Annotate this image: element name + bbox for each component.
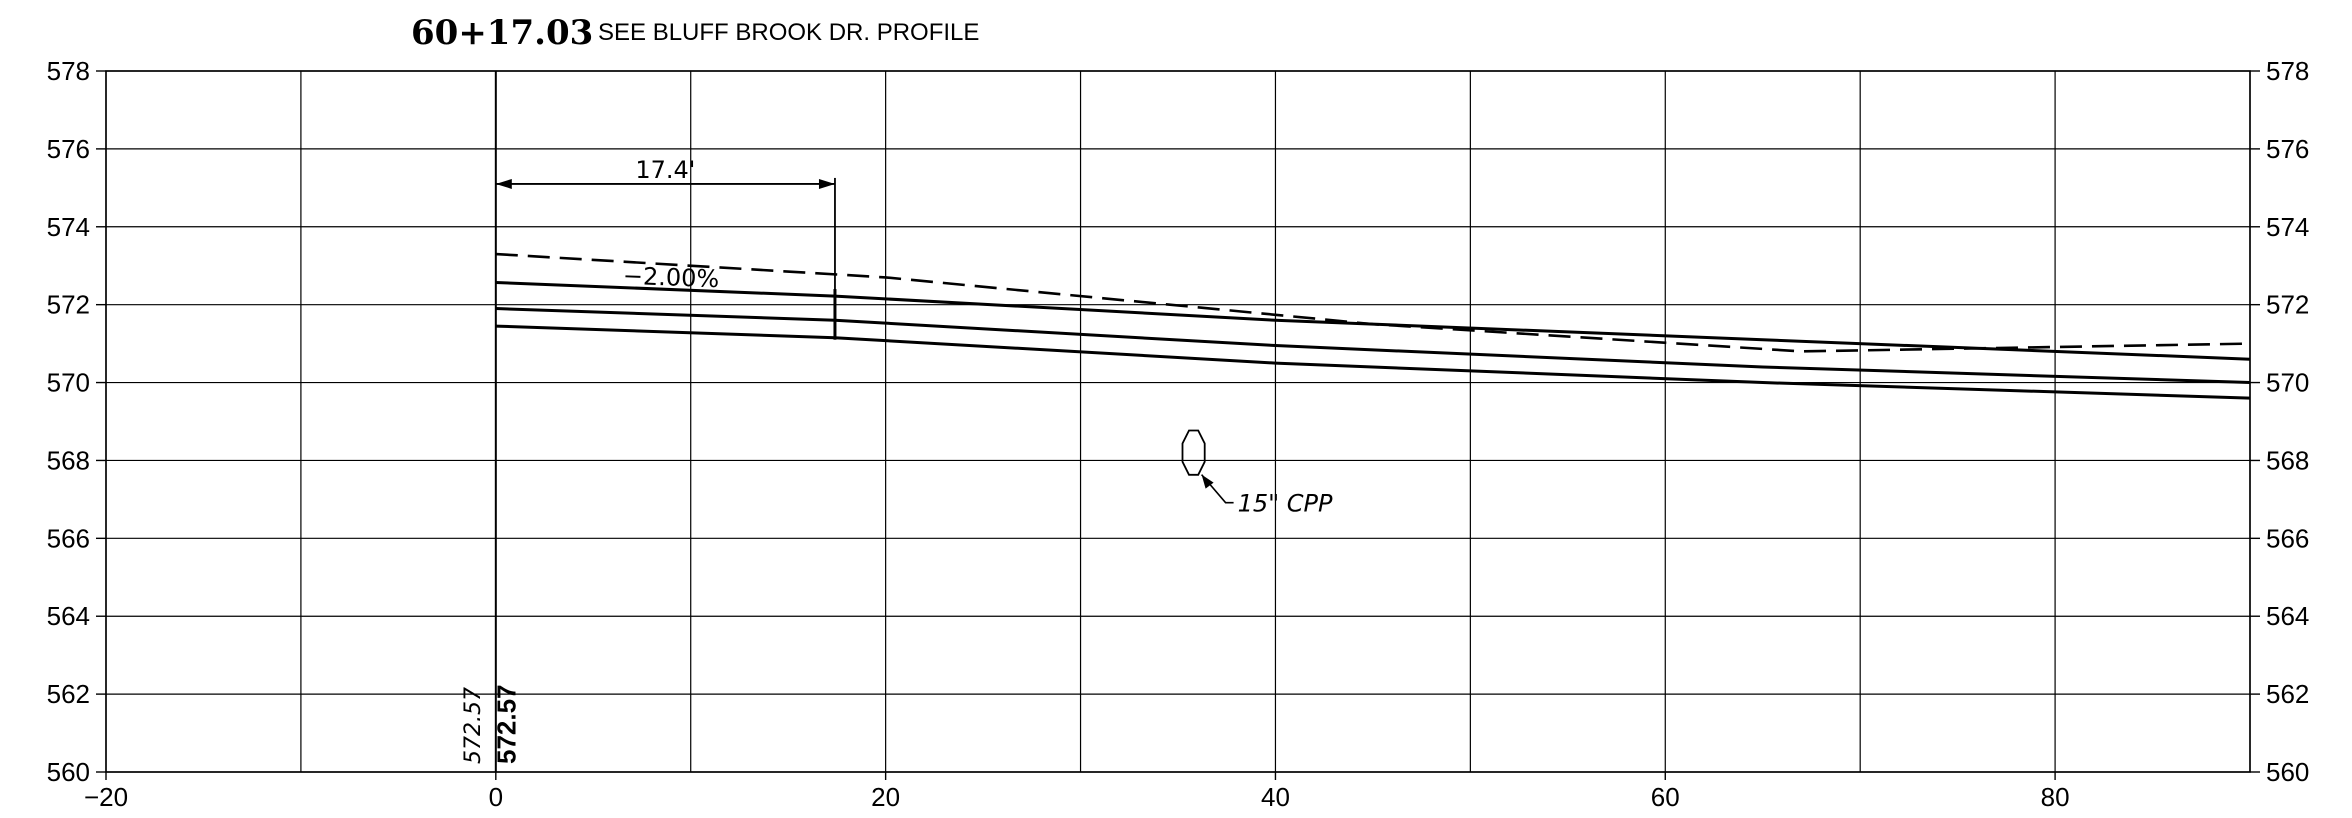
profile-line-1 xyxy=(495,280,2251,361)
y-tick-label-left: 578 xyxy=(47,56,90,86)
x-tick-label: −20 xyxy=(84,782,128,812)
y-tick-label-right: 570 xyxy=(2266,368,2309,398)
x-tick-label: 0 xyxy=(489,782,503,812)
y-tick-label-left: 572 xyxy=(47,290,90,320)
y-tick-label-left: 562 xyxy=(47,679,90,709)
axis-ticks xyxy=(96,70,2260,780)
arrowhead-right xyxy=(818,178,835,189)
y-tick-label-left: 560 xyxy=(47,757,90,787)
title-block: 60+17.03 SEE BLUFF BROOK DR. PROFILE xyxy=(411,13,979,53)
x-tick-label: 80 xyxy=(2041,782,2070,812)
pipe-callout: 15" CPP xyxy=(1181,429,1333,518)
y-tick-label-left: 564 xyxy=(47,601,90,631)
pipe-section xyxy=(1181,429,1206,476)
x-tick-label: 40 xyxy=(1261,782,1290,812)
right-elevation-axis: 560 562 564 566 568 570 572 574 576 578 xyxy=(2266,56,2309,787)
y-tick-label-right: 562 xyxy=(2266,679,2309,709)
arrowhead-left xyxy=(495,178,512,189)
pipe-label: 15" CPP xyxy=(1238,490,1333,518)
profile-line-4 xyxy=(495,252,2251,353)
profile-line-2 xyxy=(495,307,2251,385)
horizontal-gridlines xyxy=(106,70,2250,773)
offset-axis: −20 0 20 40 60 80 xyxy=(84,782,2070,812)
profile-line-3 xyxy=(495,324,2251,400)
x-tick-label: 60 xyxy=(1651,782,1680,812)
leader-arrowhead xyxy=(1201,474,1214,489)
y-tick-label-left: 576 xyxy=(47,134,90,164)
y-tick-label-right: 578 xyxy=(2266,56,2309,86)
y-tick-label-right: 568 xyxy=(2266,445,2309,475)
y-tick-label-right: 576 xyxy=(2266,134,2309,164)
dimension-17-4: 17.4' xyxy=(495,156,836,293)
dimension-text: 17.4' xyxy=(635,156,695,184)
left-elevation-axis: 560 562 564 566 568 570 572 574 576 578 xyxy=(47,56,90,787)
plot-frame xyxy=(105,70,2251,773)
station-label: 60+17.03 xyxy=(411,13,593,53)
slope-annotation: −2.00% xyxy=(622,262,719,293)
elevation-label-2: 572.57 xyxy=(491,684,521,764)
elevation-label-1: 572.57 xyxy=(461,687,486,764)
y-tick-label-right: 566 xyxy=(2266,523,2309,553)
y-tick-label-right: 560 xyxy=(2266,757,2309,787)
profile-lines xyxy=(495,252,2251,400)
slope-label: −2.00% xyxy=(622,262,719,293)
vertical-gridlines xyxy=(105,71,2251,772)
x-tick-label: 20 xyxy=(871,782,900,812)
y-tick-label-right: 574 xyxy=(2266,212,2309,242)
elevation-labels: 572.57 572.57 xyxy=(461,684,521,764)
y-tick-label-right: 564 xyxy=(2266,601,2309,631)
y-tick-label-right: 572 xyxy=(2266,290,2309,320)
y-tick-label-left: 574 xyxy=(47,212,90,242)
y-tick-label-left: 566 xyxy=(47,523,90,553)
y-tick-label-left: 568 xyxy=(47,445,90,475)
y-tick-label-left: 570 xyxy=(47,368,90,398)
profile-description: SEE BLUFF BROOK DR. PROFILE xyxy=(598,19,979,46)
